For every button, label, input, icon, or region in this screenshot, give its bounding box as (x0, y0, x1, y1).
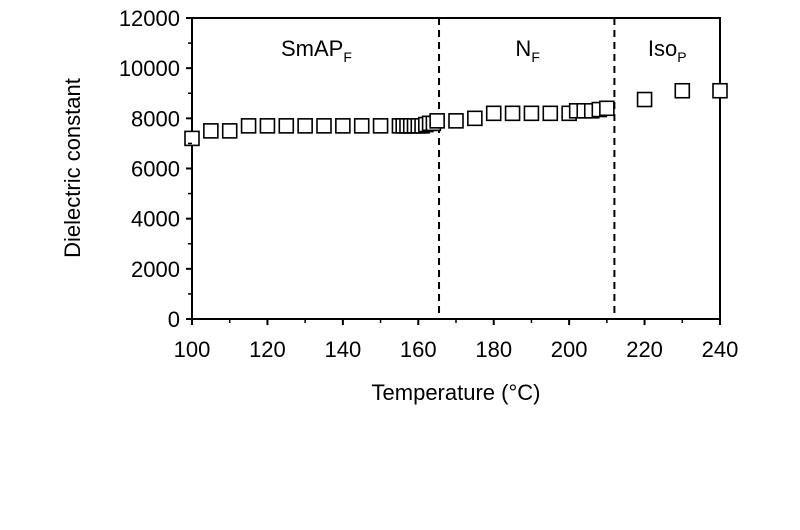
data-point (372, 118, 389, 134)
y-tick-label: 4000 (131, 207, 180, 232)
y-tick-label: 0 (168, 307, 180, 332)
data-point (448, 113, 464, 129)
phase-label: SmAPF (281, 36, 352, 65)
x-tick-label: 100 (174, 337, 211, 362)
data-point (504, 105, 521, 122)
data-point (674, 82, 691, 99)
data-point (335, 118, 351, 134)
data-point (240, 118, 257, 134)
x-tick-label: 180 (475, 337, 512, 362)
phase-boundaries (438, 18, 616, 319)
data-point (542, 105, 559, 122)
y-tick-label: 8000 (131, 106, 180, 131)
phase-label: IsoP (648, 36, 687, 65)
data-point (353, 118, 370, 134)
plot-area (191, 17, 721, 320)
y-axis-ticks: 0 2000 4000 6000 8000 10000 12000 (119, 6, 192, 332)
plot-border (191, 17, 721, 320)
data-point (467, 110, 483, 127)
x-tick-label: 200 (551, 337, 588, 362)
y-axis-label: Dielectric constant (60, 78, 85, 258)
data-point (297, 118, 313, 134)
data-point (184, 130, 200, 147)
x-tick-label: 120 (249, 337, 286, 362)
data-point (523, 105, 540, 122)
x-axis-label: Temperature (°C) (372, 380, 541, 405)
data-point (316, 118, 332, 134)
x-axis-ticks: 100 120 140 160 180 200 220 240 (174, 319, 739, 362)
y-tick-label: 10000 (119, 56, 180, 81)
x-tick-label: 140 (324, 337, 361, 362)
x-tick-label: 240 (702, 337, 739, 362)
data-point (599, 100, 615, 117)
data-point (278, 118, 295, 134)
x-tick-label: 160 (400, 337, 437, 362)
y-tick-label: 2000 (131, 257, 180, 282)
data-point (221, 123, 238, 139)
data-point (203, 123, 219, 139)
x-tick-label: 220 (626, 337, 663, 362)
data-point (485, 105, 502, 122)
y-tick-label: 12000 (119, 6, 180, 31)
data-point (259, 118, 276, 134)
data-points (184, 82, 728, 147)
phase-label: NF (515, 36, 539, 65)
data-point (712, 82, 728, 99)
data-point (636, 91, 653, 108)
y-tick-label: 6000 (131, 157, 180, 182)
data-point (429, 113, 445, 129)
phase-labels: SmAPF NF IsoP (281, 36, 687, 65)
